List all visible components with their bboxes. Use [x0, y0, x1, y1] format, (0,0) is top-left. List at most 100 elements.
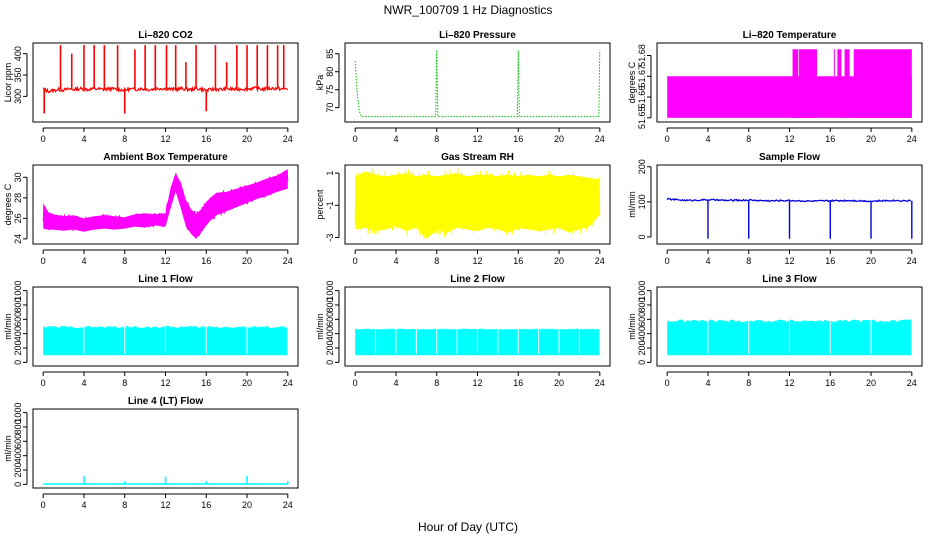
x-tick-label: 24 — [907, 256, 917, 266]
y-axis-label: ml/min — [3, 435, 13, 462]
x-tick-label: 0 — [41, 500, 46, 510]
band-high — [837, 49, 842, 118]
x-tick-label: 24 — [283, 500, 293, 510]
y-tick-label: -1 — [325, 201, 335, 209]
x-tick-label: 16 — [201, 134, 211, 144]
x-tick-label: 8 — [122, 256, 127, 266]
y-tick-label: 24 — [13, 234, 23, 244]
x-tick-label: 0 — [665, 256, 670, 266]
x-tick-label: 4 — [81, 134, 86, 144]
x-axis: 0 4 8 12 16 20 24 — [41, 249, 293, 266]
panel-title: Li–820 Temperature — [743, 30, 837, 41]
x-axis: 0 4 8 12 16 20 24 — [665, 371, 917, 388]
x-tick-label: 0 — [665, 378, 670, 388]
x-tick-label: 0 — [41, 378, 46, 388]
panel-box_temp: Ambient Box Temperature 0 4 8 12 16 20 24 24 26 28… — [3, 152, 299, 266]
y-tick-label: 350 — [13, 68, 23, 83]
x-tick-label: 12 — [160, 256, 170, 266]
panel-title: Line 2 Flow — [450, 274, 505, 285]
plot-frame — [344, 164, 611, 245]
panel-pressure: Li–820 Pressure 0 4 8 12 16 20 24 70 75 80 85 kPa — [315, 30, 611, 144]
y-tick-label: 30 — [13, 172, 23, 182]
y-tick-label: 0 — [637, 360, 647, 365]
y-tick-label: 80 — [325, 67, 335, 77]
x-tick-label: 20 — [242, 256, 252, 266]
x-tick-label: 12 — [472, 378, 482, 388]
y-tick-label: 200 — [13, 463, 23, 478]
x-tick-label: 0 — [353, 256, 358, 266]
x-tick-label: 8 — [434, 134, 439, 144]
y-tick-label: 800 — [637, 297, 647, 312]
x-axis: 0 4 8 12 16 20 24 — [41, 493, 293, 510]
plot-frame — [344, 42, 611, 123]
panel-title: Line 4 (LT) Flow — [128, 396, 204, 407]
y-tick-label: 600 — [325, 312, 335, 327]
y-tick-label: -3 — [325, 234, 335, 242]
y-tick-label: 400 — [325, 326, 335, 341]
y-tick-label: 800 — [13, 419, 23, 434]
x-tick-label: 12 — [472, 256, 482, 266]
x-tick-label: 20 — [866, 134, 876, 144]
x-tick-label: 4 — [393, 256, 398, 266]
x-tick-label: 0 — [353, 134, 358, 144]
y-tick-label: 400 — [13, 46, 23, 61]
x-tick-label: 20 — [554, 134, 564, 144]
y-axis-label: kPa — [315, 75, 325, 91]
panel-rh: Gas Stream RH 0 4 8 12 16 20 24 -3 -1 1 percent — [315, 152, 611, 266]
y-tick-label: 1 — [325, 171, 335, 176]
y-axis-label: degrees C — [627, 61, 637, 103]
band-high — [844, 49, 850, 118]
panel-sample_flow: Sample Flow 0 4 8 12 16 20 24 0 100 200 ml/min — [627, 152, 923, 266]
panel-title: Li–820 Pressure — [439, 30, 516, 41]
panel-title: Li–820 CO2 — [138, 30, 193, 41]
y-tick-label: 85 — [325, 49, 335, 59]
x-tick-label: 20 — [554, 256, 564, 266]
x-tick-label: 24 — [595, 134, 605, 144]
x-tick-label: 8 — [746, 378, 751, 388]
x-tick-label: 12 — [160, 378, 170, 388]
plot-area-rh — [354, 168, 601, 240]
y-axis-label: degrees C — [3, 183, 13, 225]
x-tick-label: 12 — [784, 378, 794, 388]
x-tick-label: 0 — [41, 256, 46, 266]
y-tick-label: 200 — [13, 341, 23, 356]
x-tick-label: 20 — [554, 378, 564, 388]
x-tick-label: 12 — [784, 134, 794, 144]
plot-frame — [656, 286, 923, 367]
x-tick-label: 16 — [201, 256, 211, 266]
y-tick-label: 400 — [13, 326, 23, 341]
series-line — [354, 168, 601, 239]
plot-area-sample_flow — [666, 197, 913, 239]
plot-area-box_temp — [42, 169, 289, 239]
plot-area-line4 — [43, 475, 289, 485]
y-tick-label: 51.66 — [637, 86, 647, 109]
y-tick-label: 300 — [13, 89, 23, 104]
x-tick-label: 4 — [705, 256, 710, 266]
x-tick-label: 4 — [81, 500, 86, 510]
x-tick-label: 24 — [595, 378, 605, 388]
plot-frame — [32, 164, 299, 245]
plot-area-pressure — [354, 50, 601, 118]
x-tick-label: 16 — [825, 378, 835, 388]
x-tick-label: 20 — [242, 500, 252, 510]
x-tick-label: 8 — [746, 134, 751, 144]
x-tick-label: 16 — [201, 500, 211, 510]
panel-title: Ambient Box Temperature — [103, 152, 228, 163]
y-tick-label: 28 — [13, 193, 23, 203]
plot-frame — [656, 164, 923, 245]
y-axis-label: ml/min — [315, 313, 325, 340]
x-tick-label: 0 — [665, 134, 670, 144]
x-tick-label: 12 — [160, 500, 170, 510]
x-tick-label: 4 — [393, 378, 398, 388]
plot-area-co2 — [42, 45, 289, 114]
y-axis-label: percent — [315, 189, 325, 220]
x-tick-label: 16 — [513, 256, 523, 266]
x-tick-label: 20 — [242, 378, 252, 388]
y-axis-label: ml/min — [3, 313, 13, 340]
